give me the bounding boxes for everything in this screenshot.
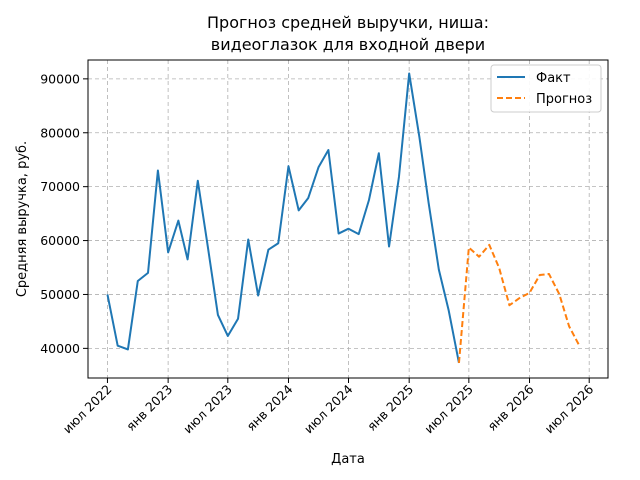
x-tick-label: июл 2025 xyxy=(421,382,476,437)
grid xyxy=(88,60,608,378)
y-tick-label: 60000 xyxy=(40,233,80,248)
series-line-fact xyxy=(106,72,460,364)
y-axis-label: Средняя выручка, руб. xyxy=(15,141,30,297)
x-tick-label: июл 2023 xyxy=(180,382,235,437)
x-tick-label: янв 2025 xyxy=(364,382,416,434)
chart-title-line-1: Прогноз средней выручки, ниша: xyxy=(207,13,489,32)
y-tick-label: 40000 xyxy=(40,341,80,356)
y-tick-label: 90000 xyxy=(40,71,80,86)
y-tick-label: 70000 xyxy=(40,179,80,194)
legend-label-forecast: Прогноз xyxy=(536,92,592,107)
legend: Факт Прогноз xyxy=(490,64,602,113)
series-line-forecast xyxy=(457,243,581,363)
data-lines xyxy=(106,72,581,364)
x-axis-label: Дата xyxy=(331,452,365,467)
x-axis-ticks: июл 2022 янв 2023 июл 2023 янв 2024 июл 2024… xyxy=(60,378,597,437)
y-tick-label: 80000 xyxy=(40,125,80,140)
x-tick-label: янв 2023 xyxy=(123,382,175,434)
chart-title: Прогноз средней выручки, ниша: видеоглаз… xyxy=(207,13,489,54)
legend-label-fact: Факт xyxy=(536,71,571,86)
chart-title-line-2: видеоглазок для входной двери xyxy=(211,35,485,54)
y-tick-label: 50000 xyxy=(40,287,80,302)
x-tick-label: июл 2024 xyxy=(301,381,356,436)
y-axis-ticks: 40000 50000 60000 70000 80000 90000 xyxy=(40,71,88,356)
x-tick-label: июл 2026 xyxy=(542,381,597,436)
x-tick-label: янв 2026 xyxy=(484,381,536,433)
x-tick-label: янв 2024 xyxy=(243,381,295,433)
x-tick-label: июл 2022 xyxy=(60,382,115,437)
